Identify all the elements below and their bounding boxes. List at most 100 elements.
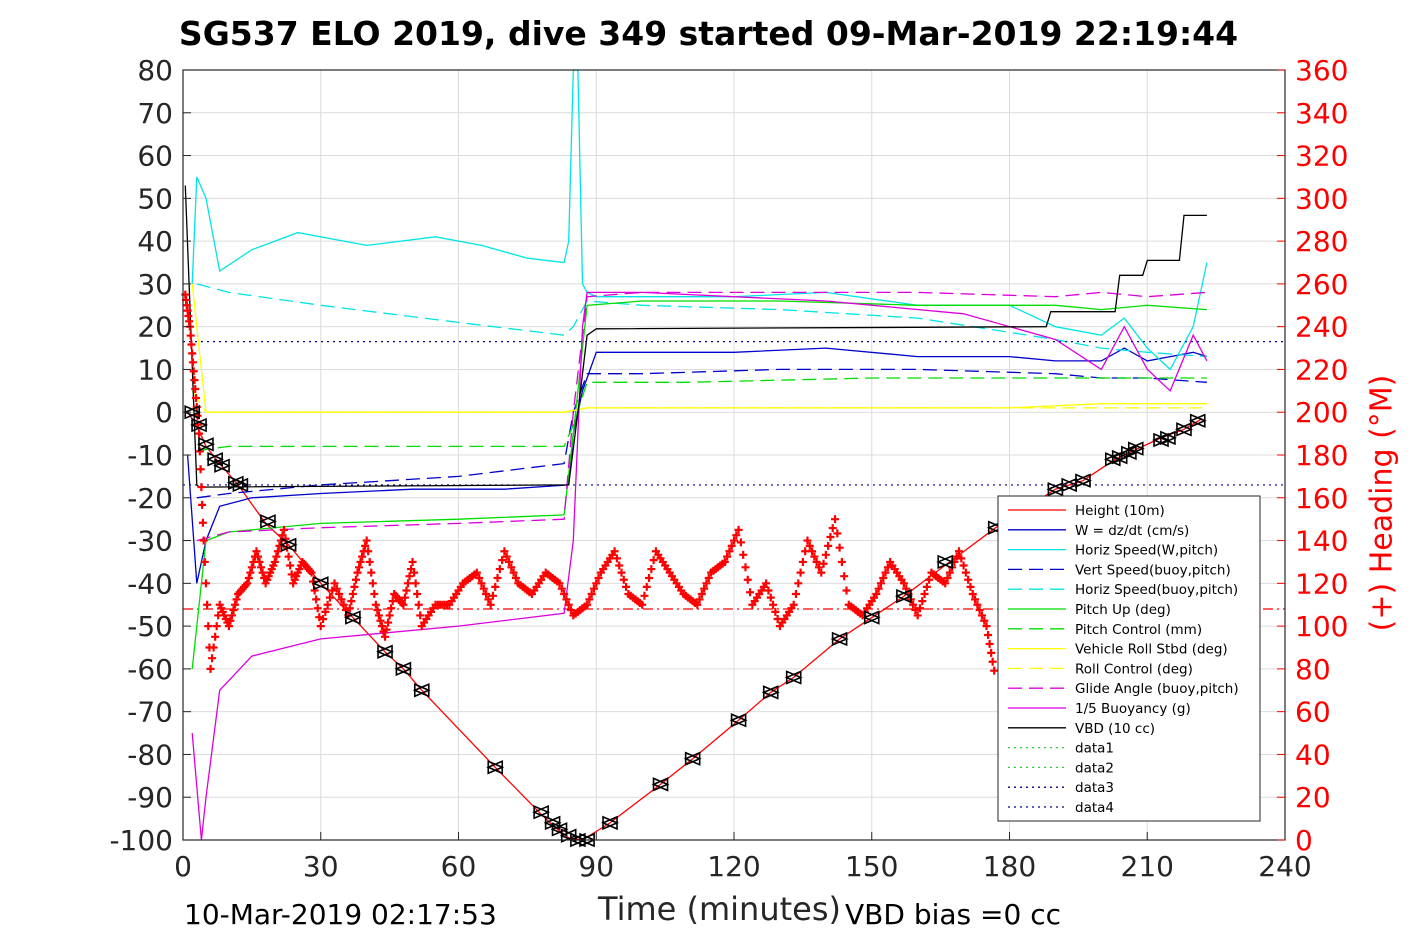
y-right-tick-label: 80	[1295, 653, 1331, 686]
left-triangle-marker	[550, 822, 568, 837]
heading-point	[959, 561, 968, 570]
x-tick-label: 210	[1121, 850, 1174, 883]
heading-point	[771, 607, 780, 616]
heading-point	[819, 559, 828, 568]
heading-point	[988, 657, 997, 666]
y-tick-label: 70	[137, 97, 173, 130]
heading-point	[411, 579, 420, 588]
heading-point	[796, 568, 805, 577]
y-right-tick-label: 0	[1295, 824, 1313, 857]
heading-point	[190, 376, 199, 385]
x-tick-label: 180	[983, 850, 1036, 883]
heading-point	[925, 575, 934, 584]
heading-point	[555, 579, 564, 588]
heading-point	[212, 622, 221, 631]
x-tick-label: 240	[1258, 850, 1311, 883]
series-line-2	[191, 69, 1208, 371]
heading-point	[189, 367, 198, 376]
heading-point	[387, 604, 396, 613]
heading-point	[964, 575, 973, 584]
heading-point	[186, 331, 195, 340]
legend-label: data2	[1075, 760, 1114, 776]
heading-point	[564, 600, 573, 609]
heading-point	[560, 590, 569, 599]
heading-point	[502, 552, 511, 561]
heading-point	[697, 590, 706, 599]
heading-point	[702, 579, 711, 588]
series-line-3	[196, 368, 1207, 499]
heading-point	[376, 616, 385, 625]
heading-point	[943, 573, 952, 582]
heading-point	[229, 606, 238, 615]
heading-point	[509, 568, 518, 577]
heading-point	[196, 465, 205, 474]
heading-point	[764, 586, 773, 595]
heading-point	[826, 532, 835, 541]
heading-point	[831, 515, 840, 524]
left-triangle-marker	[830, 631, 848, 647]
heading-point	[187, 340, 196, 349]
heading-point	[350, 582, 359, 591]
heading-point	[243, 579, 252, 588]
heading-points	[181, 290, 999, 675]
heading-point	[619, 575, 628, 584]
y-right-tick-label: 20	[1295, 781, 1331, 814]
heading-point	[647, 565, 656, 574]
y-right-tick-label: 40	[1295, 738, 1331, 771]
heading-point	[328, 586, 337, 595]
y-axis-label-right: (+) Heading (°M)	[1364, 374, 1400, 632]
heading-point	[374, 611, 383, 620]
heading-point	[403, 579, 412, 588]
heading-point	[475, 573, 484, 582]
series-line-7	[191, 283, 1207, 413]
heading-point	[840, 572, 849, 581]
heading-point	[879, 573, 888, 582]
heading-point	[188, 349, 197, 358]
heading-point	[982, 622, 991, 631]
y-right-tick-label: 260	[1295, 268, 1348, 301]
heading-point	[941, 579, 950, 588]
heading-point	[977, 611, 986, 620]
heading-point	[198, 518, 207, 527]
heading-point	[791, 590, 800, 599]
y-axis-ticks-left: 80 70 60 50 40 30 20 10 0 -10 -20 -30 -40 -50 -60 -70 -8…	[109, 54, 191, 857]
legend-label: data1	[1075, 741, 1114, 757]
y-axis-ticks-right: 3603403203002802602402202001801601401201…	[1277, 54, 1348, 857]
heading-point	[812, 557, 821, 566]
heading-point	[842, 586, 851, 595]
left-triangle-marker	[394, 661, 412, 677]
heading-point	[794, 579, 803, 588]
series-line-6	[196, 377, 1207, 452]
left-triangle-marker	[258, 514, 276, 529]
heading-point	[495, 565, 504, 574]
heading-point	[589, 584, 598, 593]
heading-point	[610, 547, 619, 556]
heading-point	[957, 554, 966, 563]
x-tick-label: 30	[303, 850, 339, 883]
right-triangle-marker	[198, 437, 215, 452]
heading-point	[402, 586, 411, 595]
y-right-tick-label: 140	[1295, 525, 1348, 558]
heading-point	[622, 582, 631, 591]
heading-point	[741, 563, 750, 572]
left-triangle-marker	[936, 554, 954, 570]
heading-point	[367, 568, 376, 577]
heading-point	[199, 536, 208, 545]
heading-point	[247, 563, 256, 572]
y-right-tick-label: 360	[1295, 54, 1348, 87]
y-right-tick-label: 220	[1295, 353, 1348, 386]
heading-point	[732, 531, 741, 540]
heading-point	[739, 550, 748, 559]
heading-point	[377, 622, 386, 631]
heading-point	[347, 597, 356, 606]
y-right-tick-label: 300	[1295, 182, 1348, 215]
heading-point	[197, 483, 206, 492]
heading-point	[734, 525, 743, 534]
legend-label: Horiz Speed(W,pitch)	[1075, 543, 1218, 559]
heading-point	[700, 584, 709, 593]
heading-point	[727, 541, 736, 550]
heading-point	[479, 584, 488, 593]
heading-point	[638, 600, 647, 609]
heading-point	[332, 584, 341, 593]
heading-point	[356, 557, 365, 566]
